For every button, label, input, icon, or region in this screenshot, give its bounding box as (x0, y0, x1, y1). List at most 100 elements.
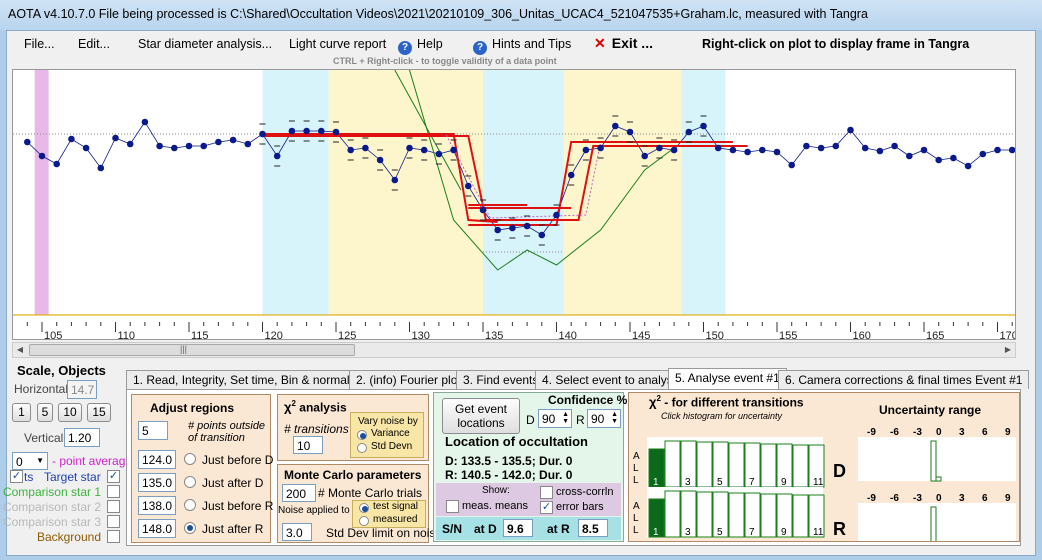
scale-button-5[interactable]: 5 (37, 403, 53, 422)
chi2-analysis-group: χ2 analysis # transitions 10 Vary noise … (277, 394, 429, 461)
x-tick-label: 115 (191, 330, 209, 340)
noise-applied-radio-1[interactable] (359, 503, 369, 513)
monte-carlo-trials-field[interactable]: 200 (282, 484, 316, 502)
model-fit-dashed (445, 134, 602, 219)
vary-noise-radio-2[interactable] (357, 443, 367, 453)
region-field-2[interactable]: 135.0 (138, 473, 176, 492)
vary-noise-radio-1[interactable] (357, 430, 367, 440)
data-point (950, 154, 957, 162)
data-point (376, 156, 384, 164)
r-tick-label: 9 (781, 527, 787, 538)
object-label-2: Comparison star 2 (2, 500, 101, 514)
object-checkbox-4[interactable] (107, 530, 120, 543)
x-tick-label: 145 (632, 330, 650, 340)
menu-star-diameter[interactable]: Star diameter analysis... (138, 37, 273, 51)
menu-file[interactable]: File... (24, 37, 55, 51)
menu-exit[interactable]: ✕ Exit ... (594, 35, 653, 52)
data-point (24, 138, 31, 146)
object-label-4: Background (36, 530, 101, 544)
noise-applied-radio-2[interactable] (359, 516, 369, 526)
region-label-4: Just after R (202, 522, 264, 536)
data-point (97, 164, 105, 172)
transitions-field[interactable]: 10 (293, 436, 323, 454)
region-field-4[interactable]: 148.0 (138, 519, 176, 538)
r-result: R: 140.5 - 142.0; Dur. 0 (445, 468, 573, 482)
data-point (817, 144, 825, 152)
meas-means-checkbox[interactable] (446, 500, 459, 513)
vary-noise-label: Vary noise by (358, 416, 418, 427)
scroll-thumb[interactable]: ||| (29, 344, 355, 356)
r-side-letter: A (633, 501, 640, 512)
confidence-r-select[interactable]: 90 ▲ ▼ (587, 409, 621, 428)
transitions-label: # transitions (284, 422, 349, 436)
region-radio-4[interactable] (184, 522, 196, 534)
point-average-select[interactable]: 0 ▼ (12, 452, 48, 470)
scale-button-15[interactable]: 15 (87, 403, 111, 422)
sn-label: S/N (442, 522, 463, 536)
plot-scrollbar[interactable]: ◀ ||| ▶ (12, 342, 1016, 358)
region-radio-2[interactable] (184, 476, 196, 488)
object-checkbox-3[interactable] (107, 515, 120, 528)
error-bars-checkbox[interactable]: ✓ (540, 501, 553, 514)
region-radio-3[interactable] (184, 499, 196, 511)
object-checkbox-2[interactable] (107, 500, 120, 513)
data-point (185, 142, 193, 150)
region-field-1[interactable]: 124.0 (138, 450, 176, 469)
d-histogram-label: D (833, 461, 846, 481)
menu-help[interactable]: ? Help (398, 37, 443, 55)
r-histogram-bar (680, 490, 697, 538)
cross-corr-checkbox[interactable] (540, 486, 553, 499)
error-bars-label: error bars (556, 501, 604, 513)
r-histogram-bar (712, 491, 729, 538)
menu-hints[interactable]: ? Hints and Tips (473, 37, 571, 55)
x-tick-label: 135 (485, 330, 503, 340)
confidence-label: Confidence % (548, 393, 628, 407)
scale-button-10[interactable]: 10 (58, 403, 82, 422)
scale-button-1[interactable]: 1 (12, 403, 31, 422)
baseline-band-left (262, 70, 329, 315)
x-tick-label: 125 (338, 330, 356, 340)
vary-noise-option-1: Variance (371, 428, 410, 439)
r-tick-label: 1 (653, 527, 659, 538)
data-point (68, 135, 75, 143)
tab-1[interactable]: 1. Read, Integrity, Set time, Bin & norm… (126, 370, 372, 389)
confidence-d-select[interactable]: 90 ▲ ▼ (538, 409, 572, 428)
data-point (318, 127, 325, 135)
d-uncertainty-tick: 9 (1005, 427, 1011, 438)
noise-applied-option-2: measured (373, 514, 418, 525)
data-point (141, 118, 149, 126)
get-event-locations-button[interactable]: Get event locations (442, 398, 520, 434)
menu-edit[interactable]: Edit... (78, 37, 110, 51)
tab-5[interactable]: 5. Analyse event #1 (668, 368, 787, 390)
d-uncertainty-box (858, 437, 1016, 481)
region-label-2: Just after D (202, 476, 264, 490)
tab-6[interactable]: 6. Camera corrections & final times Even… (778, 370, 1030, 389)
data-point (847, 126, 854, 134)
point-average-label: - point average (52, 454, 133, 468)
target-star-left-checkbox[interactable]: ✓ (10, 470, 23, 483)
scroll-left-icon[interactable]: ◀ (16, 345, 24, 354)
vary-noise-option-2: Std Devn (371, 441, 413, 452)
data-point (876, 147, 884, 155)
light-curve-plot[interactable]: 105 110 115 120 125 130 135 140 145 150 155 160 165 1… (12, 69, 1016, 340)
data-point (759, 146, 766, 154)
region-radio-1[interactable] (184, 453, 196, 465)
points-outside-field[interactable]: 5 (138, 421, 168, 440)
tab-2[interactable]: 2. (info) Fourier plot (349, 370, 468, 389)
spinner-icon: ▲ ▼ (611, 411, 618, 425)
scroll-right-icon[interactable]: ▶ (1004, 345, 1012, 354)
horizontal-scale-field[interactable]: 14.7 (67, 380, 97, 399)
object-checkbox-1[interactable] (107, 485, 120, 498)
menu-help-label: Help (417, 37, 443, 51)
target-star-checkbox[interactable]: ✓ (107, 470, 120, 483)
hints-icon: ? (473, 41, 487, 55)
menu-light-curve-report[interactable]: Light curve report (289, 37, 387, 51)
tab-3[interactable]: 3. Find events (456, 370, 546, 389)
stddev-limit-field[interactable]: 3.0 (282, 523, 312, 541)
region-field-3[interactable]: 138.0 (138, 496, 176, 515)
tab-4[interactable]: 4. Select event to analyse (535, 370, 687, 389)
light-curve-svg[interactable]: 105 110 115 120 125 130 135 140 145 150 155 160 165 1… (13, 70, 1016, 340)
vertical-scale-field[interactable]: 1.20 (64, 428, 100, 447)
d-uncertainty-tick: -6 (890, 427, 899, 438)
